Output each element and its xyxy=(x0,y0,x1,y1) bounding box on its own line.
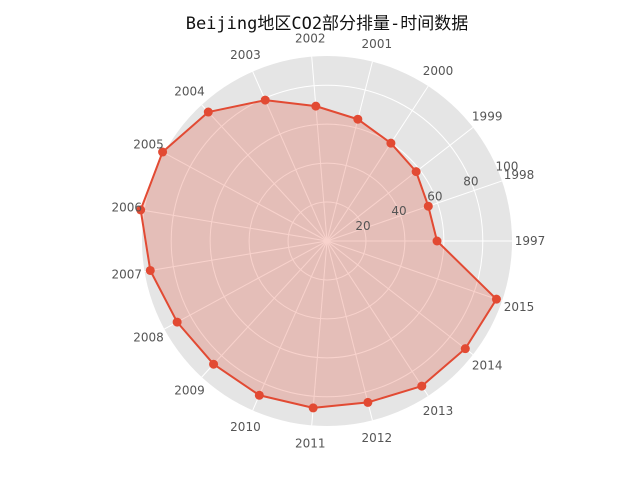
angular-gridline xyxy=(164,152,328,242)
data-point-2005 xyxy=(158,147,168,157)
data-point-2004 xyxy=(203,107,213,117)
angular-gridline xyxy=(144,240,328,272)
data-point-2014 xyxy=(460,344,470,354)
series-layer xyxy=(136,95,501,413)
radial-tick-labels: 20 40 60 80 100 xyxy=(355,159,518,233)
data-point-2002 xyxy=(311,101,321,111)
radial-tick-label: 20 xyxy=(355,219,370,233)
category-label: 2004 xyxy=(174,85,205,99)
data-point-2012 xyxy=(363,397,373,407)
angular-gridline xyxy=(311,240,328,426)
data-point-2001 xyxy=(353,114,363,124)
data-point-2007 xyxy=(145,265,155,275)
data-point-2008 xyxy=(172,317,182,327)
category-label: 2012 xyxy=(362,431,393,445)
data-point-2011 xyxy=(308,403,318,413)
category-label: 1997 xyxy=(515,234,546,248)
data-point-2015 xyxy=(491,294,501,304)
angular-gridline xyxy=(164,240,328,330)
angular-gridline xyxy=(326,240,474,356)
category-label: 2003 xyxy=(230,48,261,62)
data-point-2009 xyxy=(209,359,219,369)
series-line xyxy=(139,99,498,409)
data-point-2006 xyxy=(136,205,146,215)
data-point-2013 xyxy=(417,381,427,391)
data-point-1998 xyxy=(423,201,433,211)
angular-gridline xyxy=(311,56,328,242)
category-label: 2011 xyxy=(295,436,326,450)
category-label: 2007 xyxy=(111,267,142,281)
data-point-2010 xyxy=(254,390,264,400)
category-label: 1999 xyxy=(472,109,503,123)
angular-gridline xyxy=(326,240,503,302)
radial-tick-label: 60 xyxy=(427,189,442,203)
chart-title: Beijing地区CO2部分排量-时间数据 xyxy=(186,14,469,34)
angular-gridline xyxy=(201,104,328,242)
category-labels: 1997 1998 1999 2000 2001 2002 2003 2004 2005 2006… xyxy=(111,32,545,451)
category-label: 2014 xyxy=(472,359,503,373)
category-label: 2002 xyxy=(295,32,326,46)
category-label: 2000 xyxy=(423,64,454,78)
category-label: 1998 xyxy=(504,168,535,182)
data-point-1999 xyxy=(411,167,421,177)
category-label: 2010 xyxy=(230,420,261,434)
radial-tick-label: 40 xyxy=(391,204,406,218)
angular-gridline xyxy=(326,85,429,242)
category-label: 2006 xyxy=(111,201,142,215)
category-label: 2009 xyxy=(174,383,205,397)
angular-gridline xyxy=(326,61,373,242)
category-label: 2008 xyxy=(133,331,164,345)
angular-gridline xyxy=(144,210,328,242)
category-label: 2005 xyxy=(133,137,164,151)
series-area xyxy=(140,100,497,408)
angular-gridline xyxy=(326,240,429,397)
angular-gridline xyxy=(326,240,373,421)
category-label: 2001 xyxy=(362,37,393,51)
category-label: 2015 xyxy=(504,300,535,314)
data-point-2000 xyxy=(386,138,396,148)
category-label: 2013 xyxy=(423,404,454,418)
angular-gridline xyxy=(201,240,328,378)
angular-gridline xyxy=(252,240,328,411)
radial-tick-label: 100 xyxy=(495,159,518,173)
data-point-1997 xyxy=(432,236,442,246)
radial-tick-label: 80 xyxy=(463,174,478,188)
angular-gridline xyxy=(326,126,474,242)
data-point-2003 xyxy=(260,95,270,105)
angular-gridline xyxy=(326,180,503,242)
